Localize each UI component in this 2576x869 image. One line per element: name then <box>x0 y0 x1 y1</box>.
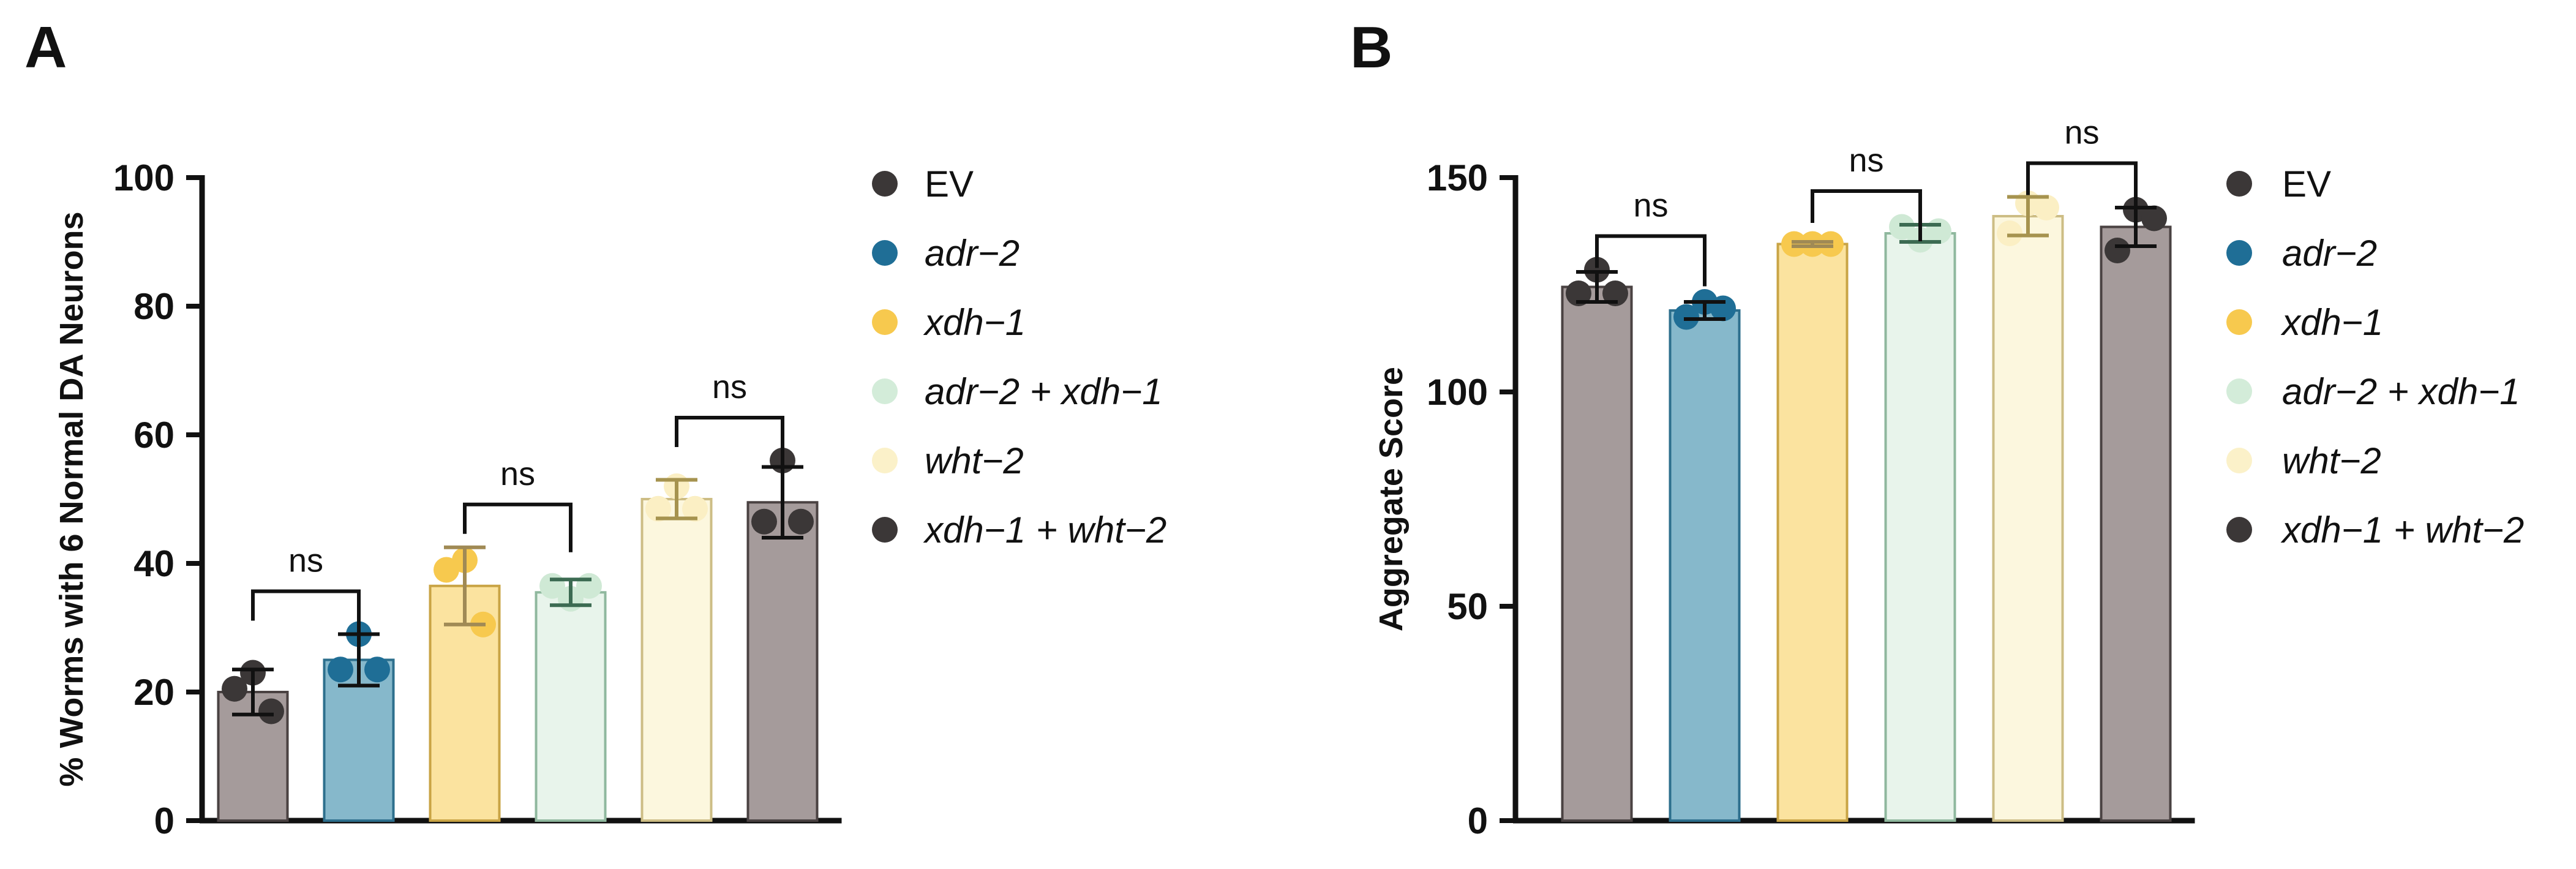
legend-label: wht−2 <box>925 440 1024 481</box>
data-point <box>2033 195 2059 220</box>
data-point <box>539 573 565 599</box>
y-tick-label: 0 <box>1468 800 1488 841</box>
legend-label: adr−2 <box>925 233 1020 274</box>
legend-label: EV <box>2282 164 2331 205</box>
significance-label: ns <box>2064 115 2099 151</box>
y-tick-label: 80 <box>133 286 175 327</box>
bar <box>1776 243 1849 822</box>
y-axis-label: % Worms with 6 Normal DA Neurons <box>53 211 90 786</box>
legend-marker <box>872 240 898 266</box>
y-tick-label: 100 <box>1427 372 1488 413</box>
legend-label: xdh−1 + wht−2 <box>2280 510 2524 551</box>
legend-marker <box>2226 378 2252 404</box>
chart-b: 0 50 100 150 Aggregate Score ns ns ns <box>1373 115 2195 841</box>
data-point <box>682 495 708 522</box>
data-point <box>258 698 284 724</box>
legend-marker <box>2226 240 2252 266</box>
y-tick-label: 0 <box>154 800 175 841</box>
legend-label: adr−2 <box>2282 233 2377 274</box>
y-tick-label: 50 <box>1447 586 1488 627</box>
bar <box>1561 285 1633 822</box>
data-point <box>2105 238 2130 263</box>
data-point <box>1781 231 1807 257</box>
significance-label: ns <box>288 543 323 579</box>
significance-bracket <box>2026 161 2138 214</box>
bar <box>1669 309 1741 822</box>
data-point <box>645 495 671 522</box>
data-point <box>1889 214 1915 240</box>
y-axis-label: Aggregate Score <box>1373 367 1410 631</box>
bar <box>746 501 819 822</box>
bar <box>2100 225 2172 822</box>
significance-bracket <box>675 416 784 465</box>
legend-label: adr−2 + xdh−1 <box>2282 371 2520 412</box>
y-tick-label: 150 <box>1427 157 1488 198</box>
legend-marker <box>2226 448 2252 473</box>
significance-label: ns <box>500 456 535 492</box>
legend-marker <box>872 448 898 473</box>
significance-label: ns <box>712 369 747 405</box>
data-point <box>434 557 459 583</box>
data-point <box>364 656 390 683</box>
data-point <box>1997 220 2022 246</box>
legend-marker <box>872 517 898 543</box>
data-point <box>576 573 602 599</box>
y-tick-label: 60 <box>133 415 175 456</box>
data-point <box>1584 257 1610 283</box>
legend-marker <box>872 378 898 404</box>
bar <box>640 498 713 822</box>
legend-marker <box>2226 517 2252 543</box>
data-point <box>328 656 353 683</box>
y-tick-label: 100 <box>113 157 175 198</box>
bar <box>535 591 607 822</box>
legend-label: EV <box>925 164 974 205</box>
significance-bracket <box>1595 234 1707 287</box>
significance-bracket <box>1811 189 1922 241</box>
data-point <box>751 508 777 535</box>
data-point <box>1566 280 1591 306</box>
legend-label: xdh−1 <box>923 302 1026 343</box>
legend-label: wht−2 <box>2282 440 2381 481</box>
bar <box>1884 232 1956 822</box>
y-tick-label: 20 <box>133 672 175 713</box>
panel-b-letter: B <box>1350 15 1392 80</box>
legend-marker <box>872 309 898 335</box>
legend-marker <box>2226 309 2252 335</box>
bar <box>1992 215 2064 822</box>
y-tick-label: 40 <box>133 543 175 584</box>
legend-a: EV adr−2 xdh−1 adr−2 + xdh−1 wht−2 xdh−1 + wh… <box>872 164 1166 551</box>
legend-label: xdh−1 <box>2280 302 2383 343</box>
legend-label: adr−2 + xdh−1 <box>925 371 1163 412</box>
data-point <box>788 508 814 535</box>
legend-label: xdh−1 + wht−2 <box>923 510 1166 551</box>
data-point <box>222 675 247 702</box>
data-point <box>1673 304 1699 330</box>
legend-b: EV adr−2 xdh−1 adr−2 + xdh−1 wht−2 xdh−1 + wh… <box>2226 164 2524 551</box>
data-point <box>1602 280 1628 306</box>
panel-a-letter: A <box>24 15 67 80</box>
legend-marker <box>872 171 898 197</box>
data-point <box>2141 205 2167 231</box>
significance-label: ns <box>1849 142 1883 179</box>
significance-bracket <box>251 589 361 639</box>
legend-marker <box>2226 171 2252 197</box>
chart-a: 0 20 40 60 80 100 % Worms with 6 Normal DA Neu… <box>53 157 842 841</box>
significance-label: ns <box>1633 187 1668 224</box>
data-point <box>1818 231 1844 257</box>
significance-bracket <box>463 502 573 552</box>
